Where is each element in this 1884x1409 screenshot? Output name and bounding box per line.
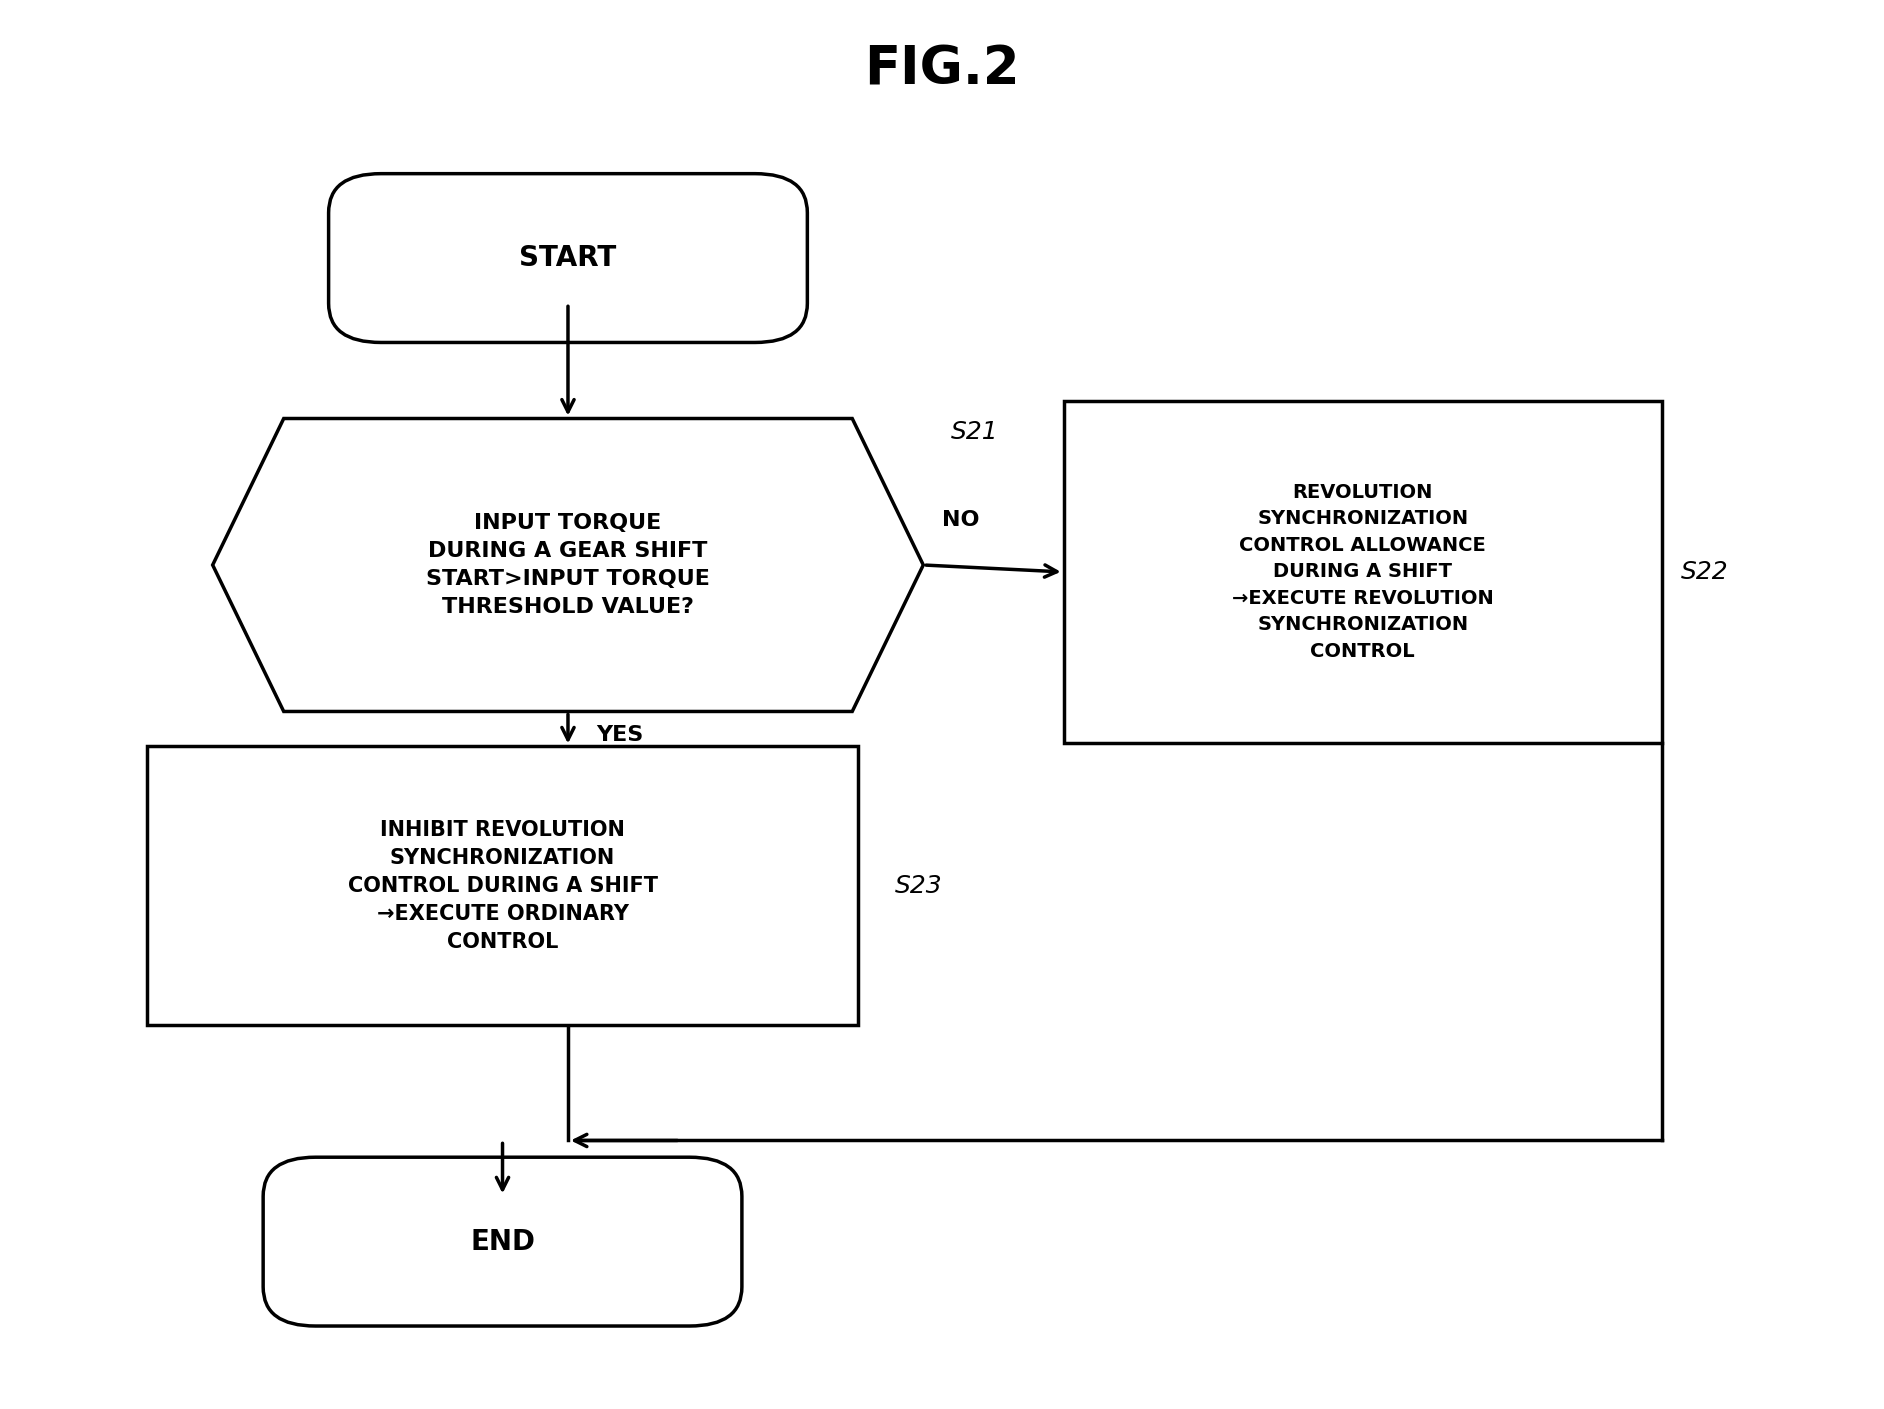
Bar xyxy=(147,747,857,1026)
FancyBboxPatch shape xyxy=(264,1157,742,1326)
Text: S21: S21 xyxy=(951,420,999,444)
Text: FIG.2: FIG.2 xyxy=(865,44,1019,96)
Text: END: END xyxy=(469,1227,535,1255)
Text: INHIBIT REVOLUTION
SYNCHRONIZATION
CONTROL DURING A SHIFT
→EXECUTE ORDINARY
CONT: INHIBIT REVOLUTION SYNCHRONIZATION CONTR… xyxy=(347,820,658,952)
Text: NO: NO xyxy=(942,510,980,530)
Bar xyxy=(1064,402,1662,743)
Text: S23: S23 xyxy=(895,874,942,898)
FancyBboxPatch shape xyxy=(328,173,808,342)
Polygon shape xyxy=(213,418,923,712)
Text: YES: YES xyxy=(595,726,642,745)
Text: S22: S22 xyxy=(1681,559,1728,583)
Text: REVOLUTION
SYNCHRONIZATION
CONTROL ALLOWANCE
DURING A SHIFT
→EXECUTE REVOLUTION
: REVOLUTION SYNCHRONIZATION CONTROL ALLOW… xyxy=(1232,483,1494,661)
Text: START: START xyxy=(520,244,616,272)
Text: INPUT TORQUE
DURING A GEAR SHIFT
START>INPUT TORQUE
THRESHOLD VALUE?: INPUT TORQUE DURING A GEAR SHIFT START>I… xyxy=(426,513,710,617)
